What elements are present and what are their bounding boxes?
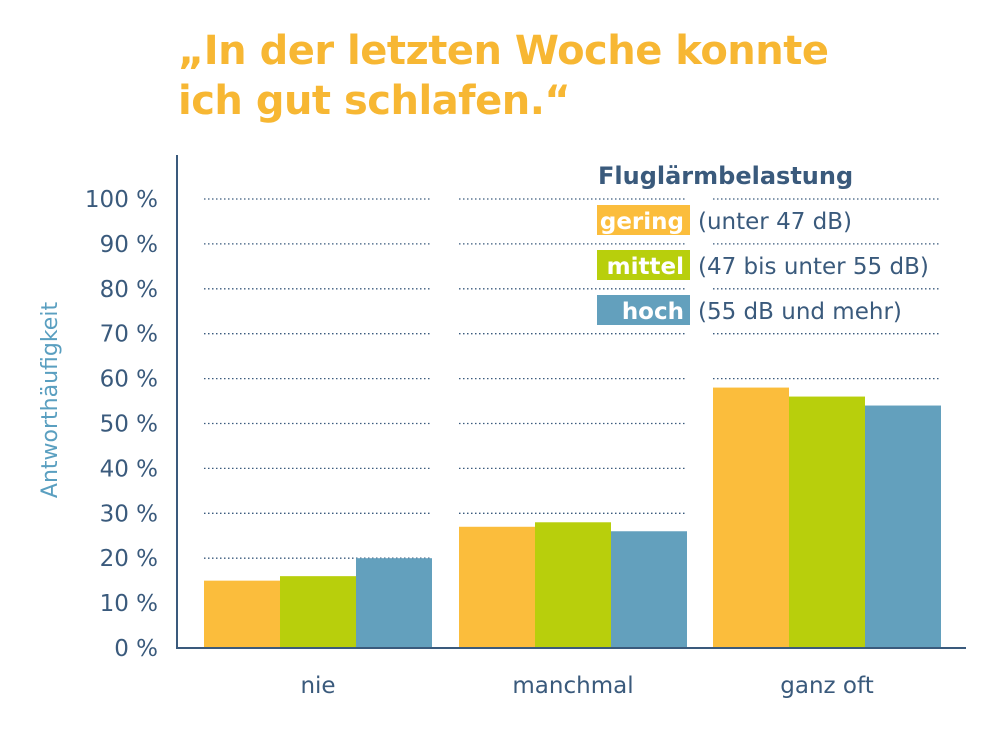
- y-tick-label: 20 %: [100, 546, 158, 572]
- chart-title-line-2: ich gut schlafen.“: [178, 78, 571, 124]
- category-label: ganz oft: [780, 673, 873, 699]
- bar-mittel-ganz-oft: [789, 396, 865, 648]
- legend-description: (unter 47 dB): [698, 209, 852, 235]
- y-tick-label: 80 %: [100, 277, 158, 303]
- y-tick-label: 50 %: [100, 412, 158, 438]
- bar-gering-ganz-oft: [713, 387, 789, 648]
- y-tick-label: 30 %: [100, 501, 158, 527]
- bar-mittel-manchmal: [535, 522, 611, 648]
- bar-hoch-nie: [356, 558, 432, 648]
- legend-description: (47 bis unter 55 dB): [698, 254, 929, 280]
- legend: Fluglärmbelastung gering (unter 47 dB) mit…: [597, 162, 929, 325]
- bar-gering-nie: [204, 580, 280, 648]
- legend-key-label: mittel: [607, 254, 684, 280]
- legend-swatch: [597, 295, 690, 325]
- chart-title-line-1: „In der letzten Woche konnte: [178, 28, 829, 74]
- category-labels: nie manchmal ganz oft: [300, 673, 873, 699]
- bars: [204, 387, 941, 648]
- y-tick-label: 90 %: [100, 232, 158, 258]
- y-tick-label: 10 %: [100, 591, 158, 617]
- category-label: nie: [300, 673, 335, 699]
- legend-description: (55 dB und mehr): [698, 299, 902, 325]
- y-tick-label: 70 %: [100, 322, 158, 348]
- bar-gering-manchmal: [459, 526, 535, 648]
- category-label: manchmal: [512, 673, 633, 699]
- bar-hoch-ganz-oft: [865, 405, 941, 648]
- y-tick-labels: 0 % 10 % 20 % 30 % 40 % 50 % 60 % 70 % 80 % 90 % 1…: [85, 187, 158, 662]
- y-axis-label: Antworthäufigkeit: [38, 302, 63, 499]
- y-tick-label: 0 %: [114, 636, 158, 662]
- chart-title: „In der letzten Woche konnte ich gut sch…: [178, 26, 978, 126]
- axes: [176, 155, 966, 649]
- legend-swatch: [597, 205, 690, 235]
- legend-key-label: gering: [600, 209, 684, 235]
- legend-key-label: hoch: [622, 299, 684, 325]
- y-tick-label: 100 %: [85, 187, 158, 213]
- bar-mittel-nie: [280, 576, 356, 648]
- y-tick-label: 60 %: [100, 367, 158, 393]
- legend-title: Fluglärmbelastung: [598, 162, 853, 190]
- bar-hoch-manchmal: [611, 531, 687, 648]
- legend-swatch: [597, 250, 690, 280]
- y-tick-label: 40 %: [100, 456, 158, 482]
